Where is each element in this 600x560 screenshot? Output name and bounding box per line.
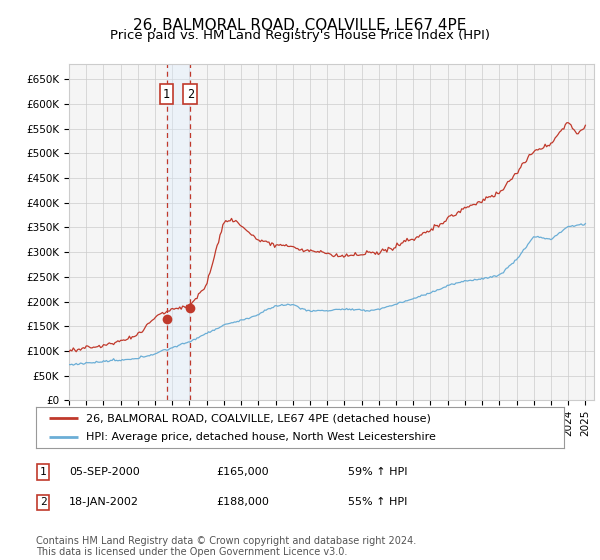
Text: £165,000: £165,000 xyxy=(216,467,269,477)
Text: Price paid vs. HM Land Registry's House Price Index (HPI): Price paid vs. HM Land Registry's House … xyxy=(110,29,490,42)
Text: 1: 1 xyxy=(163,87,170,101)
Text: 18-JAN-2002: 18-JAN-2002 xyxy=(69,497,139,507)
Text: £188,000: £188,000 xyxy=(216,497,269,507)
Text: Contains HM Land Registry data © Crown copyright and database right 2024.
This d: Contains HM Land Registry data © Crown c… xyxy=(36,535,416,557)
Bar xyxy=(167,64,190,400)
Text: 26, BALMORAL ROAD, COALVILLE, LE67 4PE (detached house): 26, BALMORAL ROAD, COALVILLE, LE67 4PE (… xyxy=(86,413,431,423)
Text: 26, BALMORAL ROAD, COALVILLE, LE67 4PE: 26, BALMORAL ROAD, COALVILLE, LE67 4PE xyxy=(133,18,467,33)
Text: 1: 1 xyxy=(40,467,47,477)
Text: 59% ↑ HPI: 59% ↑ HPI xyxy=(348,467,407,477)
Text: 05-SEP-2000: 05-SEP-2000 xyxy=(69,467,140,477)
Text: HPI: Average price, detached house, North West Leicestershire: HPI: Average price, detached house, Nort… xyxy=(86,432,436,442)
Text: 2: 2 xyxy=(187,87,194,101)
Text: 55% ↑ HPI: 55% ↑ HPI xyxy=(348,497,407,507)
Text: 2: 2 xyxy=(40,497,47,507)
